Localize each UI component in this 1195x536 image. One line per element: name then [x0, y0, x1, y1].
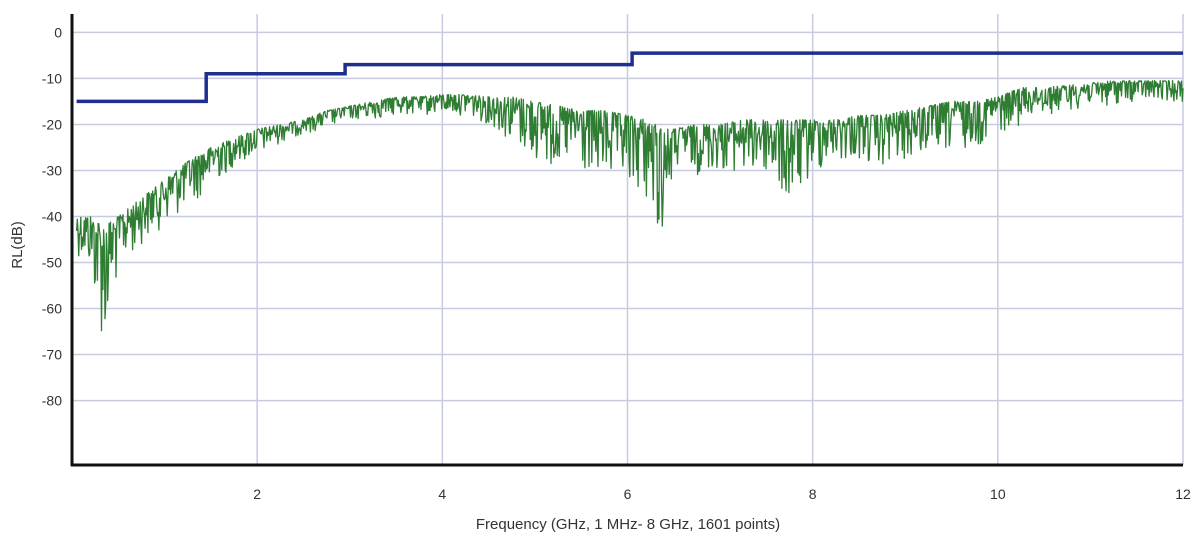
y-tick-label: -60 [42, 301, 62, 317]
x-tick-label: 8 [809, 486, 817, 502]
limit-series [76, 51, 1183, 104]
x-tick-label: 10 [990, 486, 1006, 502]
x-tick-label: 2 [253, 486, 261, 502]
y-tick-label: 0 [54, 24, 62, 40]
x-tick-label: 4 [438, 486, 446, 502]
grid [72, 14, 1184, 465]
y-axis-title: RL(dB) [9, 221, 26, 269]
y-tick-label: -50 [42, 255, 62, 271]
y-tick-label: -20 [42, 116, 62, 132]
limit-line [76, 51, 1183, 104]
y-tick-label: -10 [42, 70, 62, 86]
measured-line [75, 80, 1184, 332]
y-tick-label: -70 [42, 347, 62, 363]
x-tick-label: 12 [1175, 486, 1191, 502]
axes [70, 14, 1183, 467]
measured-series [75, 80, 1184, 332]
x-tick-label: 6 [624, 486, 632, 502]
x-axis-title: Frequency (GHz, 1 MHz- 8 GHz, 1601 point… [476, 516, 780, 533]
y-tick-label: -80 [42, 393, 62, 409]
y-tick-label: -30 [42, 162, 62, 178]
y-tick-label: -40 [42, 208, 62, 224]
tick-labels: 0 -10 -20 -30 -40 -50 -60 -70 -80 2 4 6 8 10 12 [42, 24, 1191, 502]
